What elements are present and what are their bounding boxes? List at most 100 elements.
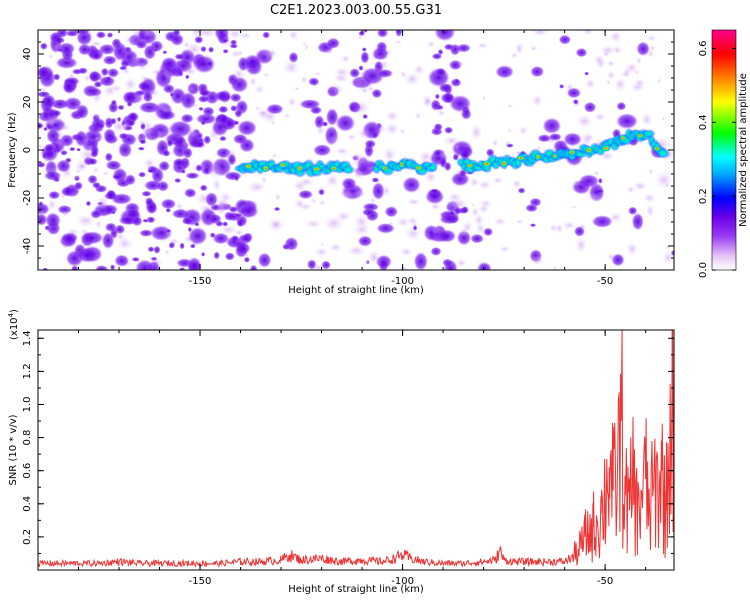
heatmap-blob [329,86,343,95]
heatmap-blob [58,124,72,132]
heatmap-blob [118,132,129,140]
heatmap-blob [231,68,247,81]
heatmap-blob [38,66,50,79]
heatmap-blob [112,41,128,62]
heatmap-blob [631,212,644,231]
snr-x-ticks: -150 -100 -50 [37,330,647,587]
heatmap-blob [188,226,208,246]
heatmap-blob [430,246,442,256]
ridge-peak [567,149,577,156]
heatmap-blob [38,213,48,226]
heatmap-blob [137,81,151,91]
heatmap-blob [562,220,577,231]
heatmap-blob [92,182,101,189]
heatmap-blob [519,125,528,136]
heatmap-blob [498,245,511,253]
heatmap-blob [44,143,55,154]
heatmap-blob [394,40,403,45]
heatmap-blob [107,67,120,78]
heatmap-blob [195,113,217,125]
heatmap-blob [76,247,98,263]
heatmap-blob [214,90,229,102]
heatmap-blob [304,44,309,51]
heatmap-blob [511,179,522,189]
heatmap-blob [118,141,133,158]
heatmap-blob [141,30,154,39]
snr-y-label: SNR (10 * v/v) [8,414,19,485]
heatmap-blob [530,30,550,37]
heatmap-blob [320,243,325,247]
heatmap-blob [164,73,172,79]
heatmap-blob [507,103,513,109]
heatmap-blob [90,144,100,158]
heatmap-blob [38,143,43,149]
heatmap-blob [88,157,98,166]
heatmap-blob [85,200,92,207]
heatmap-blob [475,223,486,234]
heatmap-blob [362,208,375,216]
heatmap-blob [300,75,308,85]
heatmap-blob [243,256,250,263]
heatmap-blob [456,43,471,53]
colorbar: 0.0 0.2 0.4 0.6 Normalized spectral amplitu… [698,29,749,278]
heatmap-blob [172,30,181,37]
heatmap-blob [326,37,341,49]
x-tick-label: -150 [189,576,212,587]
heatmap-blob [593,53,605,66]
heatmap-blob [325,108,339,126]
heatmap-blob [137,60,147,71]
heatmap-blob [103,83,117,98]
heatmap-blob [477,262,492,270]
heatmap-blob [234,109,243,118]
heatmap-blob [478,203,490,214]
heatmap-blob [346,245,367,256]
colorbar-tick-label: 0.2 [698,188,709,204]
heatmap-blob [507,128,512,134]
heatmap-blob [384,206,398,218]
heatmap-blob [358,30,366,36]
heatmap-blob [376,69,394,78]
heatmap-blob [218,114,230,126]
heatmap-blob [314,115,325,129]
x-tick-label: -150 [189,276,212,287]
heatmap-blob [60,186,74,197]
heatmap-blob [640,112,653,127]
heatmap-blob [138,120,149,126]
heatmap-blob [160,198,177,210]
heatmap-blob [188,59,193,67]
heatmap-blob [189,103,198,109]
heatmap-blob [529,45,538,51]
heatmap-blob [78,67,88,75]
heatmap-blob [47,53,55,60]
ridge-blob [428,161,438,173]
heatmap-blob [470,123,483,142]
heatmap-blob [145,197,154,207]
ridge-blob [341,165,355,175]
heatmap-blob [185,172,200,180]
heatmap-blob [260,176,268,183]
heatmap-blob [45,212,61,229]
heatmap-blob [53,73,61,81]
heatmap-blob [426,40,436,48]
heatmap-blob [495,65,514,79]
heatmap-blob [414,112,422,120]
heatmap-blob [237,219,244,228]
heatmap-blob [572,179,581,187]
heatmap-blob [38,122,45,130]
heatmap-blob [262,73,271,77]
heatmap-blob [355,75,368,89]
heatmap-blob [95,265,109,270]
heatmap-blob [165,231,172,238]
heatmap-blob [57,42,76,55]
heatmap-blob [219,224,238,235]
heatmap-blob [63,81,75,93]
heatmap-blob [396,216,410,228]
heatmap-blob [235,241,251,255]
heatmap-blob [112,174,123,180]
heatmap-blob [42,267,48,270]
heatmap-blob [282,59,300,76]
heatmap-blob [124,174,136,186]
y-tick-label: 0.6 [22,463,33,479]
heatmap-blob [122,90,137,105]
